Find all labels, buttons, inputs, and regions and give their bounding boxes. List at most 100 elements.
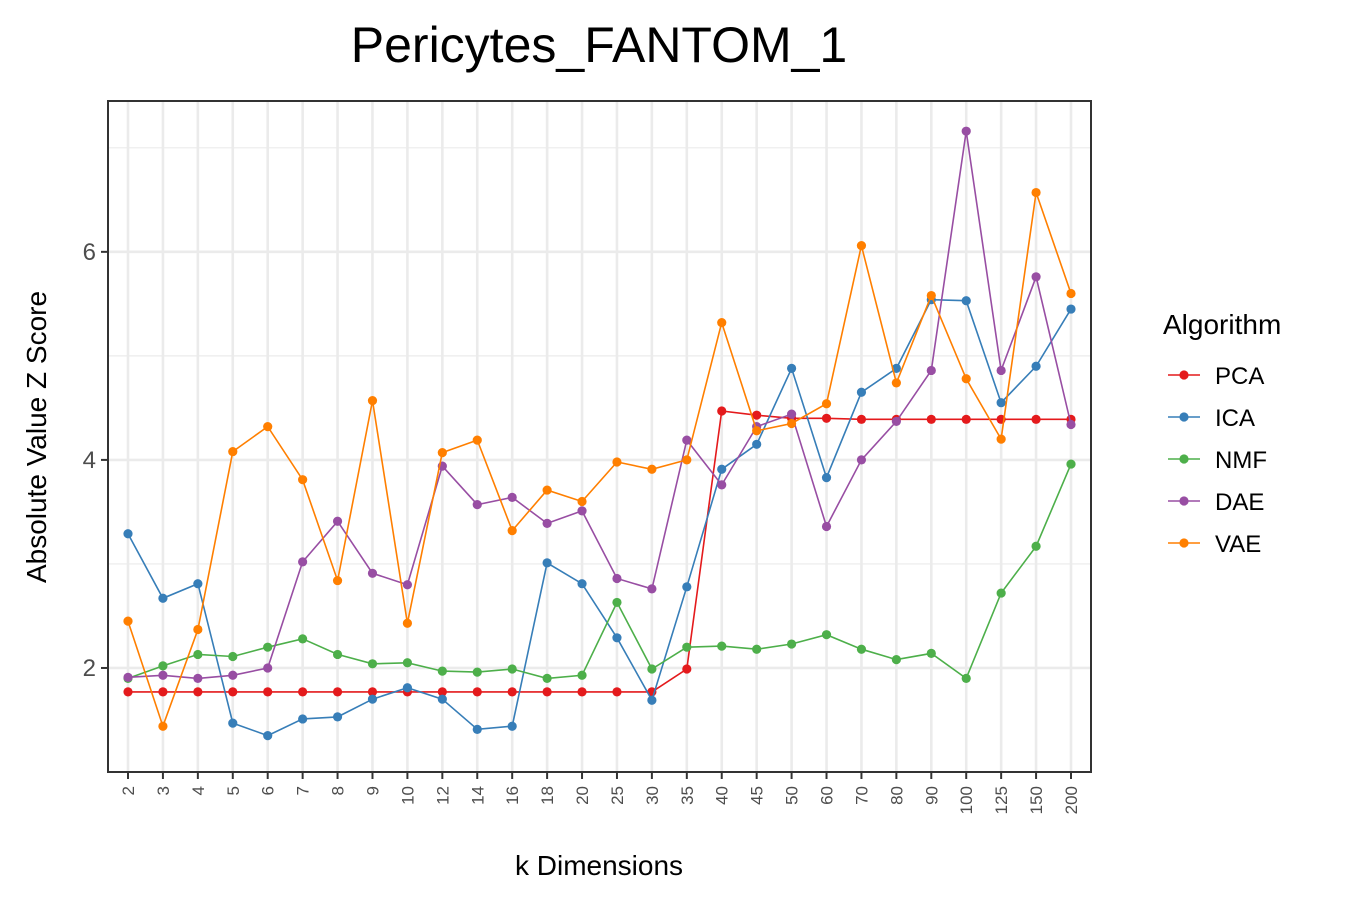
x-tick-label: 4 (189, 786, 208, 795)
data-point-pca (332, 687, 343, 697)
x-tick-label: 25 (608, 786, 627, 805)
data-point-vae (437, 448, 447, 458)
x-tick-label: 35 (678, 786, 697, 805)
y-axis-title: Absolute Value Z Score (21, 291, 52, 583)
x-tick-label: 200 (1062, 786, 1081, 814)
data-point-nmf (821, 630, 832, 640)
data-point-ica (577, 579, 587, 589)
data-point-vae (961, 374, 971, 384)
data-point-ica (856, 387, 867, 397)
data-point-vae (298, 475, 308, 485)
data-point-ica (961, 296, 971, 306)
data-point-pca (752, 410, 762, 420)
data-point-dae (891, 416, 901, 427)
x-tick-label: 150 (1027, 786, 1046, 814)
data-point-pca (821, 413, 832, 423)
data-point-vae (856, 241, 867, 251)
data-point-nmf (158, 661, 168, 671)
y-tick-label: 6 (83, 239, 96, 266)
x-tick-label: 40 (713, 786, 732, 805)
legend-label: DAE (1215, 489, 1264, 516)
data-point-nmf (752, 644, 762, 654)
data-point-nmf (507, 664, 517, 674)
data-point-nmf (1031, 541, 1041, 551)
data-point-ica (193, 579, 203, 589)
series-line-pca (128, 410, 1071, 693)
data-point-vae (263, 422, 273, 432)
data-point-dae (821, 521, 832, 532)
series-line-vae (127, 192, 1072, 729)
data-point-pca (298, 687, 308, 697)
data-point-vae (682, 455, 692, 465)
data-point-ica (123, 529, 133, 539)
data-point-nmf (891, 655, 901, 665)
legend-key-point (1179, 454, 1189, 464)
data-point-vae (926, 290, 936, 301)
data-point-dae (1031, 272, 1041, 282)
data-point-pca (193, 687, 203, 697)
x-tick-label: 16 (503, 786, 522, 805)
x-tick-label: 10 (398, 786, 417, 805)
data-point-dae (402, 580, 413, 590)
x-tick-label: 5 (224, 786, 243, 795)
data-point-pca (507, 687, 517, 697)
data-point-dae (647, 584, 657, 594)
data-point-ica (1066, 304, 1076, 314)
data-point-pca (228, 687, 238, 697)
data-point-ica (263, 730, 273, 741)
data-point-ica (682, 582, 692, 592)
data-point-dae (263, 663, 273, 673)
data-point-ica (612, 633, 622, 643)
data-point-nmf (717, 641, 727, 651)
x-tick-label: 12 (433, 786, 452, 805)
data-point-pca (577, 687, 587, 697)
legend-label: ICA (1215, 405, 1255, 432)
data-point-ica (158, 593, 168, 603)
data-point-pca (263, 687, 273, 697)
data-point-vae (193, 624, 203, 635)
data-point-nmf (298, 634, 308, 644)
data-point-pca (926, 414, 936, 424)
data-point-ica (472, 724, 482, 734)
data-point-pca (542, 687, 552, 697)
data-point-ica (367, 694, 378, 704)
legend-label: NMF (1215, 447, 1267, 474)
data-point-vae (821, 399, 832, 409)
x-tick-label: 70 (852, 786, 871, 805)
data-point-vae (402, 618, 413, 628)
x-tick-label: 9 (363, 786, 382, 795)
data-point-dae (926, 365, 936, 376)
data-point-pca (437, 687, 447, 697)
data-point-pca (961, 414, 971, 424)
data-point-pca (612, 687, 622, 697)
data-point-nmf (786, 639, 797, 649)
data-point-nmf (682, 642, 692, 652)
data-point-vae (228, 446, 238, 457)
legend-item-pca: PCA (1168, 363, 1264, 390)
legend-key-point (1179, 412, 1189, 422)
y-axis: 2 4 6 (83, 239, 108, 682)
data-point-dae (1066, 419, 1076, 430)
data-point-vae (332, 575, 343, 586)
data-point-pca (367, 687, 378, 697)
data-point-vae (542, 485, 552, 495)
series-layer (123, 126, 1076, 741)
series-line-dae (127, 131, 1072, 680)
data-point-pca (123, 687, 133, 697)
data-point-nmf (472, 667, 482, 677)
series-vae (123, 187, 1076, 731)
data-point-ica (332, 712, 343, 722)
data-point-vae (752, 426, 762, 436)
data-point-nmf (402, 658, 413, 668)
data-point-dae (542, 518, 552, 528)
x-tick-label: 45 (748, 786, 767, 805)
data-point-dae (612, 573, 622, 584)
x-tick-label: 30 (643, 786, 662, 805)
legend-item-vae: VAE (1168, 531, 1261, 558)
data-point-nmf (367, 659, 378, 669)
data-point-ica (402, 683, 413, 693)
data-point-nmf (1066, 459, 1076, 469)
data-point-dae (507, 492, 517, 502)
legend-label: VAE (1215, 531, 1261, 558)
